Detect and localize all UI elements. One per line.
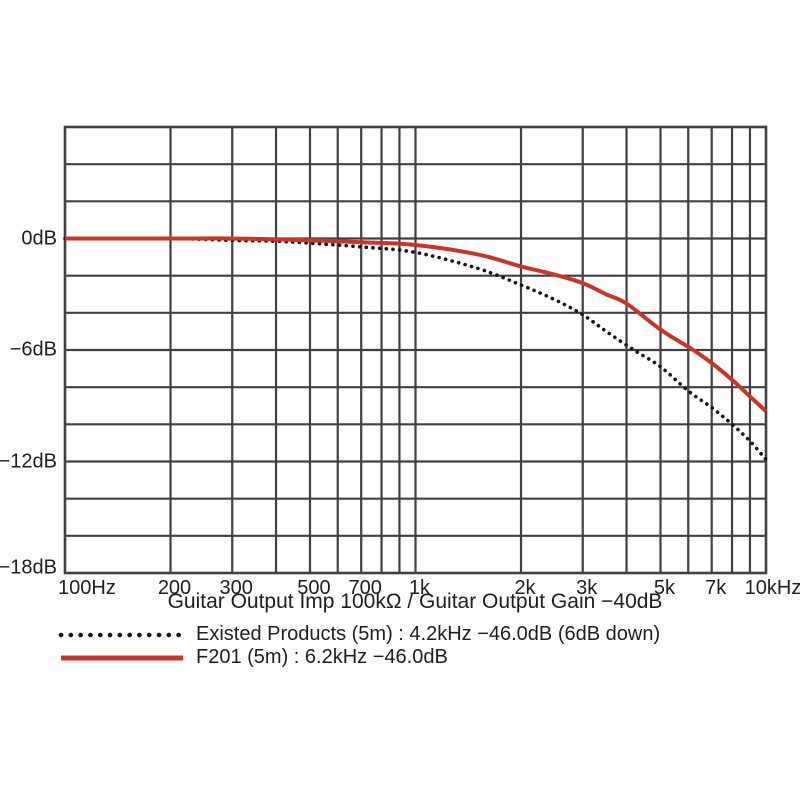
- x-axis-tick-label: 5k: [653, 577, 676, 599]
- x-axis-tick-label: 2k: [514, 577, 536, 599]
- solid-line-swatch-icon: [58, 653, 186, 663]
- series-curve-existed-products: [63, 236, 768, 462]
- x-axis-tick-label: 100Hz: [58, 577, 116, 599]
- x-axis-tick-label: 1k: [408, 577, 431, 599]
- x-axis-tick-label: 7k: [705, 577, 727, 599]
- legend-label-f201: F201 (5m) : 6.2kHz −46.0dB: [196, 646, 448, 668]
- legend: Existed Products (5m) : 4.2kHz −46.0dB (…: [58, 623, 660, 669]
- y-axis-tick-label: 0dB: [21, 227, 57, 249]
- x-axis-tick-label: 3k: [576, 577, 598, 599]
- x-axis-tick-label: 200: [157, 577, 192, 599]
- legend-label-existed-products: Existed Products (5m) : 4.2kHz −46.0dB (…: [196, 623, 661, 645]
- x-axis-tick-label: 700: [348, 577, 382, 599]
- legend-item-existed-products: Existed Products (5m) : 4.2kHz −46.0dB (…: [58, 623, 660, 646]
- x-axis-tick-label: 300: [219, 577, 253, 599]
- dotted-line-swatch-icon: [58, 630, 186, 640]
- y-axis-tick-label: −6dB: [9, 338, 57, 361]
- x-axis-title: Guitar Output Imp 100kΩ / Guitar Output …: [167, 590, 663, 613]
- y-axis-tick-label: −18dB: [0, 556, 57, 579]
- y-axis-tick-label: −12dB: [0, 450, 57, 472]
- x-axis-tick-label: 10kHz: [744, 577, 800, 599]
- series-curve-f201: [65, 236, 768, 413]
- x-axis-tick-label: 500: [297, 577, 331, 599]
- legend-item-f201: F201 (5m) : 6.2kHz −46.0dB: [58, 646, 660, 669]
